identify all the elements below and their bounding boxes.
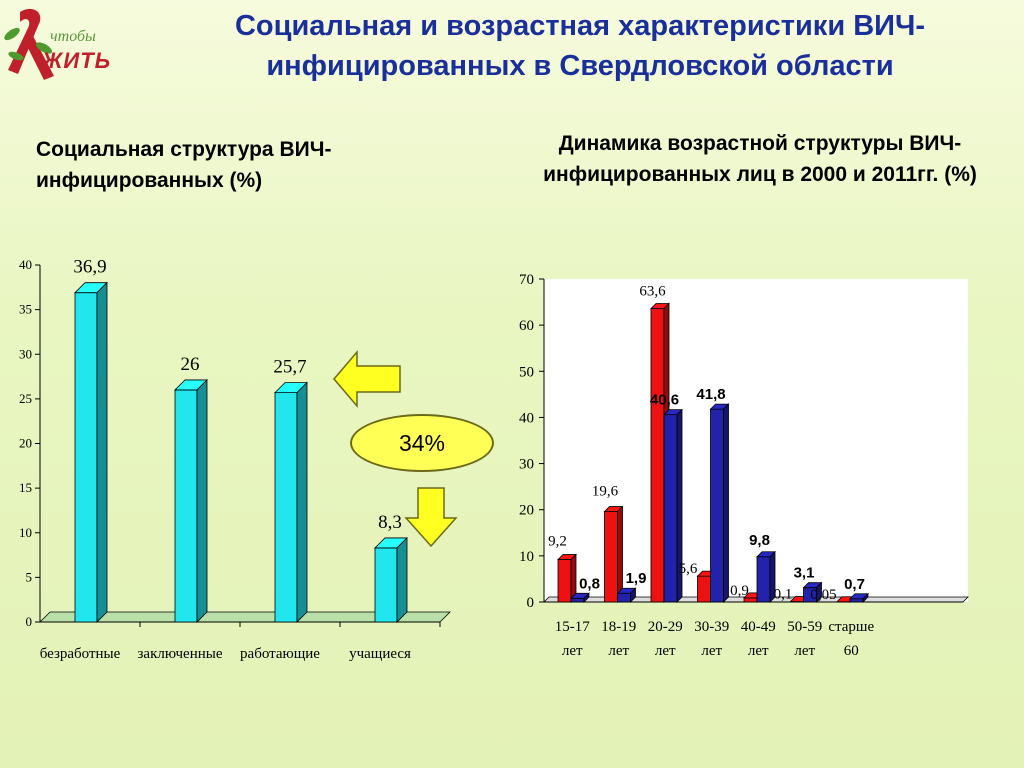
chart2-data-label-2000: 0,9	[730, 583, 749, 599]
logo-text-large: ЖИТЬ	[42, 48, 112, 73]
chart2-data-label-2000: 19,6	[592, 484, 619, 500]
chart2-bar-2011	[802, 581, 823, 603]
chart2-bar-2000	[603, 505, 624, 603]
chart2-data-label-2000: 63,6	[639, 284, 666, 300]
chart2-data-label-2011: 0,7	[844, 576, 865, 593]
age-structure-chart: 0 10 20 30 40 50 60 70 9,2 0,8 15-17 лет 19,6 1,9 18-1…	[519, 272, 969, 659]
chart2-bar-2011	[849, 592, 869, 603]
page-title: Социальная и возрастная характеристики В…	[234, 10, 926, 82]
chart2-category-label: 30-39	[694, 619, 729, 635]
chart2-category-label: 50-59	[787, 619, 822, 635]
chart2-category-label: лет	[701, 643, 722, 659]
chart2-bar-2000	[557, 553, 577, 603]
chart1-y-tick-label: 30	[19, 346, 32, 361]
chart2-y-tick-label: 40	[519, 410, 534, 426]
chart2-bar-2011	[756, 550, 776, 603]
chart2-y-tick-label: 0	[527, 595, 535, 611]
right-chart-subtitle: Динамика возрастной структуры ВИЧ-инфици…	[543, 132, 977, 186]
chart1-category-label: учащиеся	[349, 646, 411, 662]
chart2-y-tick-label: 60	[519, 318, 534, 334]
chart2-category-label: лет	[608, 643, 629, 659]
chart2-category-label: 15-17	[555, 619, 590, 635]
chart1-category-label: работающие	[240, 646, 320, 662]
callout-oval: 34%	[350, 414, 494, 472]
chart2-category-label: 18-19	[601, 619, 636, 635]
logo: чтобы ЖИТЬ	[2, 4, 152, 84]
chart2-bar-2011	[570, 592, 590, 603]
chart2-data-label-2000: 0,05	[810, 587, 836, 603]
chart2-data-label-2000: 5,6	[679, 561, 698, 577]
chart1-y-tick-label: 15	[19, 480, 32, 495]
chart2-data-label-2011: 0,8	[579, 575, 600, 592]
chart1-data-label: 8,3	[378, 512, 402, 533]
chart1-y-tick-label: 0	[26, 614, 33, 629]
chart1-category-label: заключенные	[138, 646, 223, 662]
chart1-y-tick-label: 40	[19, 257, 32, 272]
chart2-y-tick-label: 20	[519, 503, 534, 519]
ribbon-logo-icon	[4, 8, 54, 80]
chart2-data-label-2000: 0,1	[774, 587, 793, 603]
chart2-category-label: лет	[655, 643, 676, 659]
chart1-bar	[74, 281, 108, 623]
left-arrow-icon	[333, 349, 401, 409]
chart2-category-label: лет	[748, 643, 769, 659]
chart1-data-label: 26	[181, 354, 200, 375]
chart2-bar-2011	[616, 587, 637, 603]
chart1-y-tick-label: 10	[19, 525, 32, 540]
left-chart-subtitle: Социальная структура ВИЧ-инфицированных …	[36, 138, 332, 192]
chart1-y-tick-label: 5	[26, 569, 33, 584]
chart2-category-label: старше	[828, 619, 874, 635]
logo-text-small: чтобы	[50, 28, 96, 45]
chart2-category-label: лет	[794, 643, 815, 659]
chart2-category-label: 60	[844, 643, 859, 659]
social-structure-chart: 0 5 10 15 20 25 30 35 40 36,9 безработные 26 заключе…	[19, 257, 451, 662]
chart2-data-label-2011: 9,8	[749, 532, 770, 549]
chart2-data-label-2011: 1,9	[626, 570, 647, 587]
chart2-category-label: 40-49	[741, 619, 776, 635]
chart2-data-label-2011: 3,1	[794, 565, 815, 582]
chart1-bar	[374, 536, 408, 623]
chart2-bar-2011	[663, 408, 683, 603]
chart2-y-tick-label: 70	[519, 272, 534, 288]
down-arrow-icon	[404, 487, 458, 548]
chart1-category-label: безработные	[40, 646, 121, 662]
chart2-y-tick-label: 30	[519, 457, 534, 473]
chart2-category-label: 20-29	[648, 619, 683, 635]
chart2-y-tick-label: 50	[519, 364, 534, 380]
chart2-y-tick-label: 10	[519, 549, 534, 565]
chart1-y-tick-label: 25	[19, 391, 32, 406]
chart1-bar	[174, 378, 208, 623]
chart2-data-label-2011: 41,8	[696, 386, 725, 403]
chart2-data-label-2000: 9,2	[548, 534, 567, 550]
chart1-y-tick-label: 20	[19, 436, 32, 451]
chart2-data-label-2011: 40,6	[650, 392, 679, 409]
chart1-data-label: 36,9	[73, 257, 106, 278]
chart2-category-label: лет	[562, 643, 583, 659]
chart1-data-label: 25,7	[273, 357, 306, 378]
chart1-y-tick-label: 35	[19, 302, 32, 317]
chart1-bar	[274, 381, 308, 623]
chart2-bar-2011	[709, 403, 730, 603]
